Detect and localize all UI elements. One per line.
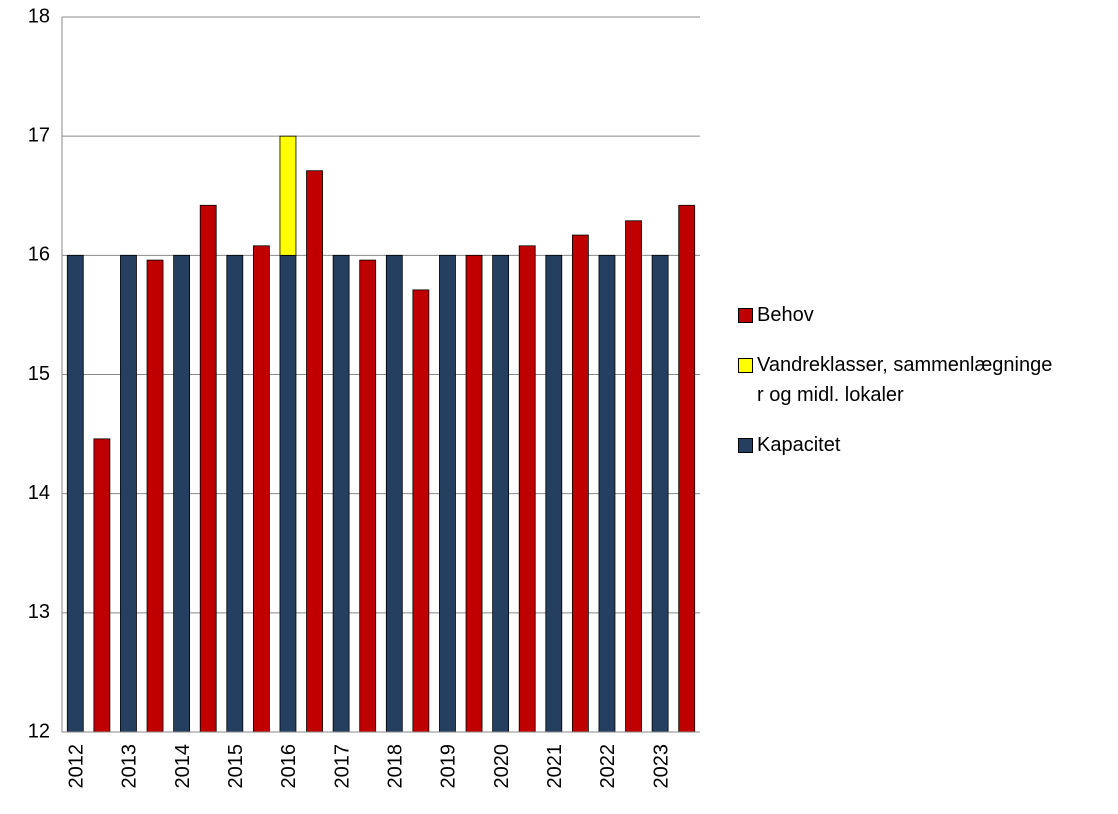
bar xyxy=(306,170,323,733)
bar xyxy=(412,289,430,733)
bar xyxy=(66,254,84,733)
y-tick-label: 15 xyxy=(28,363,50,385)
legend: Behov Vandreklasser, sammenlægninger og m… xyxy=(738,300,1108,480)
legend-swatch xyxy=(738,358,753,373)
bar xyxy=(199,204,217,733)
bar xyxy=(518,245,536,733)
bar xyxy=(598,254,616,733)
x-tick-label: 2012 xyxy=(66,744,88,789)
bar xyxy=(279,135,297,256)
bar xyxy=(359,259,377,733)
y-tick-label: 14 xyxy=(28,482,50,504)
x-tick-label: 2021 xyxy=(544,744,566,789)
bar xyxy=(545,254,563,733)
legend-label: Vandreklasser, sammenlægninger og midl. … xyxy=(757,354,1053,406)
legend-label: Kapacitet xyxy=(757,434,841,456)
bar xyxy=(465,254,483,733)
y-tick-label: 18 xyxy=(28,5,50,27)
bar xyxy=(279,254,297,733)
x-tick-label: 2017 xyxy=(331,744,353,789)
bar xyxy=(678,204,696,733)
x-tick-label: 2022 xyxy=(597,744,619,789)
x-tick-label: 2018 xyxy=(385,744,407,789)
legend-swatch xyxy=(738,308,753,323)
bar xyxy=(252,245,270,733)
x-tick-label: 2014 xyxy=(172,744,194,789)
y-tick-label: 13 xyxy=(28,601,50,623)
bar xyxy=(385,254,403,733)
bar xyxy=(492,254,510,733)
bar xyxy=(439,254,456,733)
bar xyxy=(173,254,191,733)
bar xyxy=(93,438,111,733)
y-tick-label: 17 xyxy=(28,124,50,146)
legend-label: Behov xyxy=(757,304,814,326)
bar xyxy=(625,220,642,733)
x-tick-label: 2015 xyxy=(225,744,247,789)
legend-item: Kapacitet xyxy=(738,430,1108,460)
x-tick-label: 2016 xyxy=(278,744,300,789)
bar xyxy=(120,254,137,733)
bar xyxy=(332,254,350,733)
legend-swatch xyxy=(738,438,753,453)
x-tick-label: 2013 xyxy=(119,744,141,789)
bar xyxy=(146,259,164,733)
bar xyxy=(226,254,244,733)
legend-item: Behov xyxy=(738,300,1108,330)
legend-item: Vandreklasser, sammenlægninger og midl. … xyxy=(738,350,1108,410)
bar xyxy=(571,234,589,733)
x-tick-label: 2023 xyxy=(650,744,672,789)
y-tick-label: 12 xyxy=(28,720,50,742)
x-tick-label: 2020 xyxy=(491,744,513,789)
bar xyxy=(651,254,669,733)
y-tick-label: 16 xyxy=(28,244,50,266)
x-tick-label: 2019 xyxy=(438,744,460,789)
